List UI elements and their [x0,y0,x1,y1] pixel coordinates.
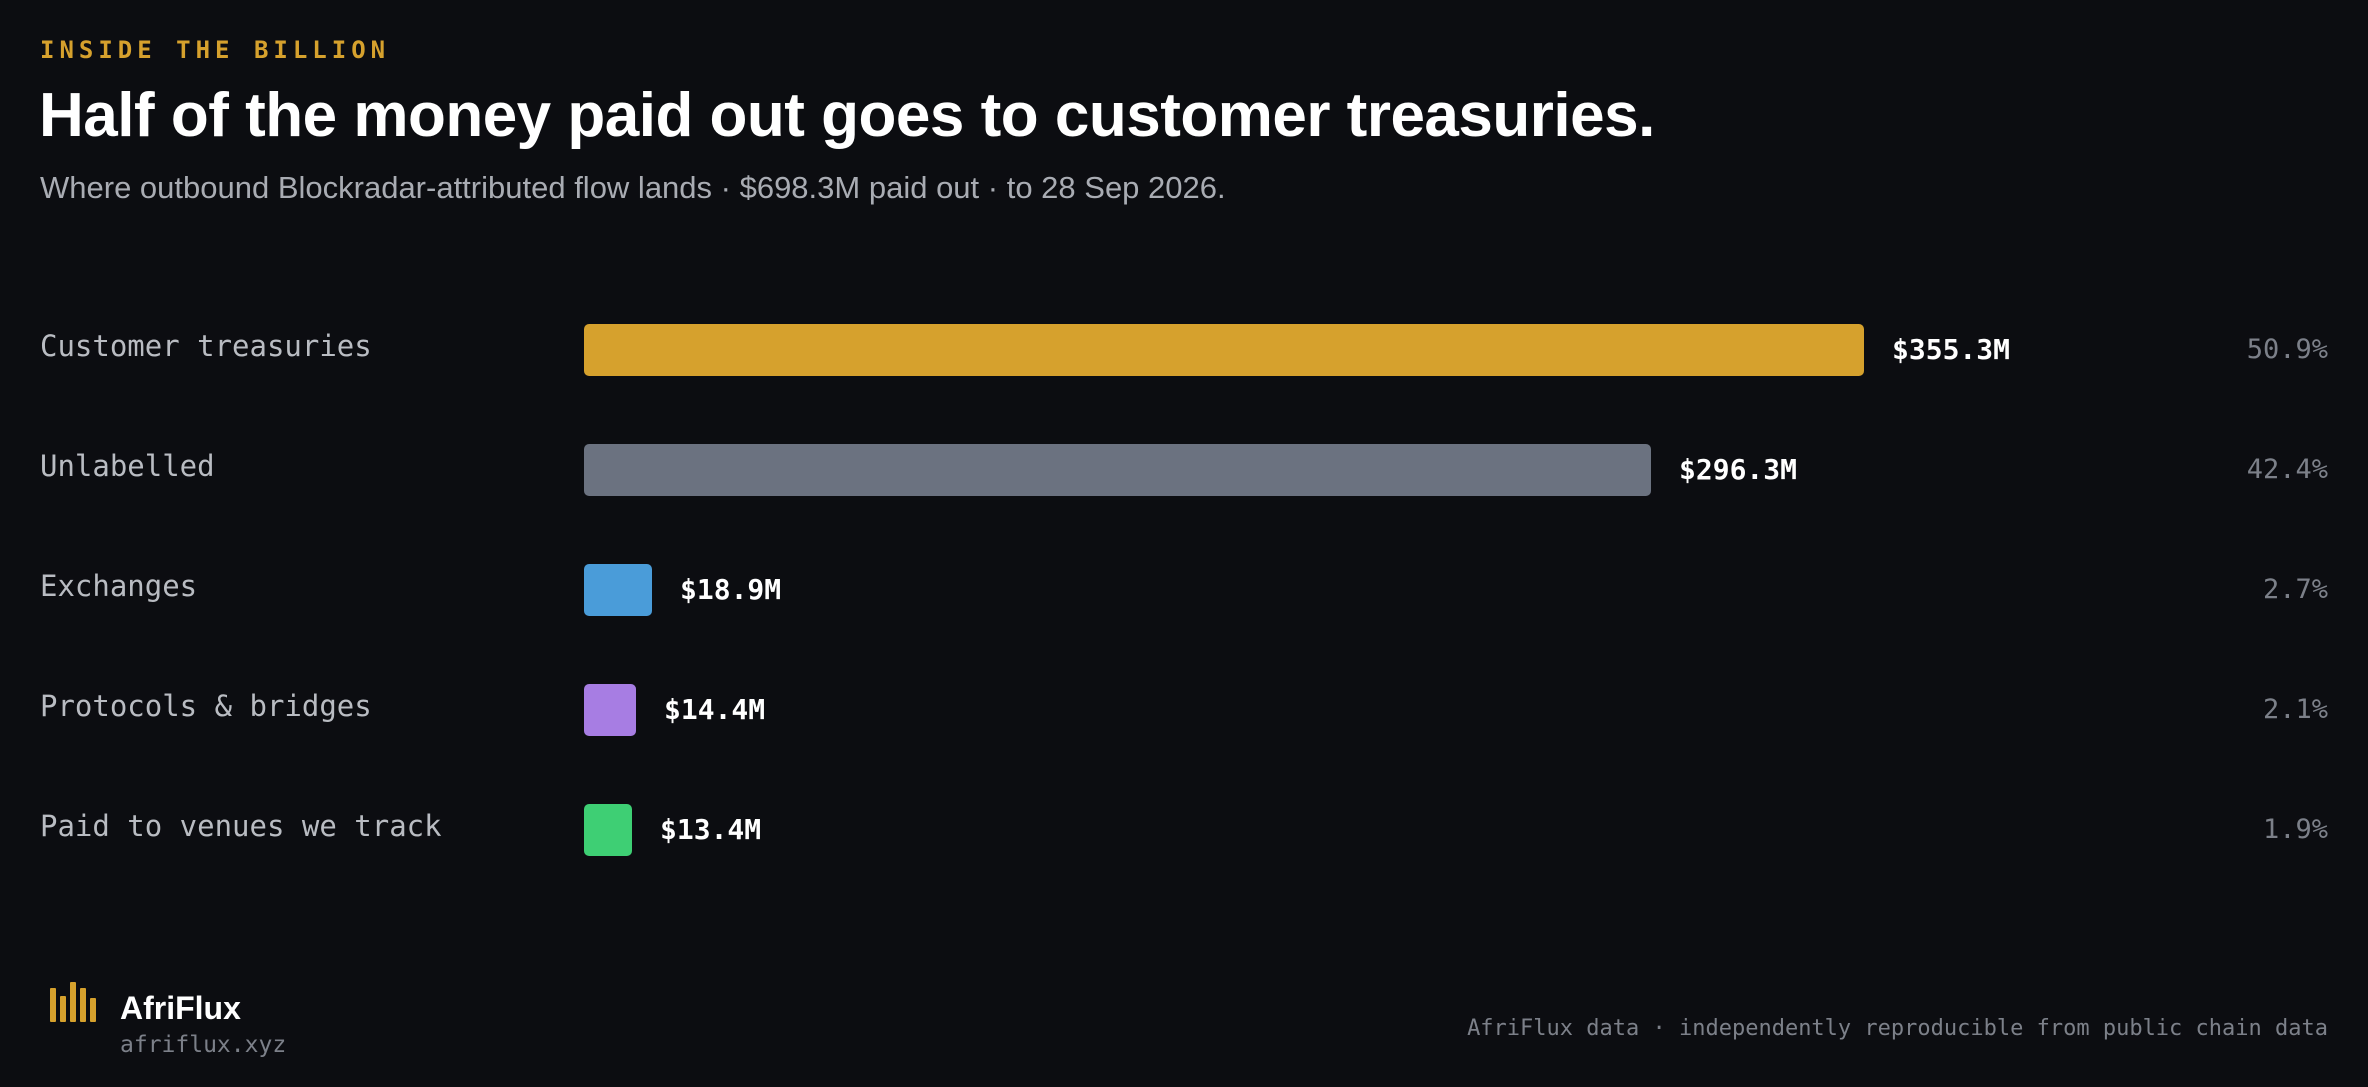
value-label: $13.4M [660,813,762,846]
bar [584,684,636,736]
bar [584,804,632,856]
bar [584,324,1864,376]
category-label: Protocols & bridges [40,689,372,723]
percent-label: 50.9% [2246,334,2328,365]
bar-row: Exchanges $18.9M 2.7% [0,556,2368,616]
category-label: Paid to venues we track [40,809,442,843]
percent-label: 42.4% [2246,454,2328,485]
page-subtitle: Where outbound Blockradar-attributed flo… [40,170,1226,205]
eyebrow-label: INSIDE THE BILLION [40,36,391,64]
category-label: Unlabelled [40,449,215,483]
value-label: $14.4M [664,693,766,726]
bar [584,564,652,616]
bar-row: Unlabelled $296.3M 42.4% [0,436,2368,496]
brand-url: afriflux.xyz [120,1032,287,1058]
value-label: $355.3M [1892,333,2011,366]
source-note: AfriFlux data · independently reproducib… [1467,1016,2328,1041]
category-label: Exchanges [40,569,198,603]
percent-label: 1.9% [2262,814,2328,845]
percent-label: 2.1% [2262,694,2328,725]
value-label: $18.9M [680,573,782,606]
percent-label: 2.7% [2262,574,2328,605]
bar-row: Protocols & bridges $14.4M 2.1% [0,676,2368,736]
category-label: Customer treasuries [40,329,372,363]
bar-chart-logo-icon [50,978,98,1022]
bar-chart: Customer treasuries $355.3M 50.9% Unlabelle… [0,280,2368,900]
brand-name: AfriFlux [120,990,241,1026]
bar-row: Paid to venues we track $13.4M 1.9% [0,796,2368,856]
bar-row: Customer treasuries $355.3M 50.9% [0,316,2368,376]
value-label: $296.3M [1679,453,1798,486]
page-title: Half of the money paid out goes to custo… [39,81,1655,150]
bar [584,444,1651,496]
